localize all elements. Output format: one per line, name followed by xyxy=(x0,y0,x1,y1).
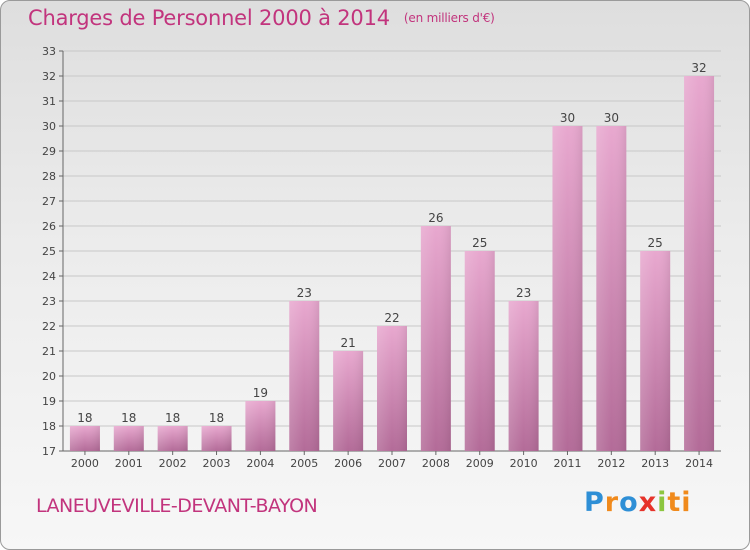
data-label: 32 xyxy=(691,61,706,75)
bar-shine xyxy=(289,301,320,451)
bar-shine xyxy=(596,126,627,451)
y-tick-label: 29 xyxy=(42,145,56,158)
x-tick-label: 2005 xyxy=(290,457,318,470)
commune-name: LANEUVEVILLE-DEVANT-BAYON xyxy=(36,495,318,517)
x-tick-label: 2002 xyxy=(159,457,187,470)
bar-shine xyxy=(464,251,495,451)
x-tick-label: 2009 xyxy=(466,457,494,470)
y-tick-label: 17 xyxy=(42,445,56,458)
data-label: 30 xyxy=(604,111,619,125)
data-label: 18 xyxy=(121,411,136,425)
y-tick-label: 24 xyxy=(42,270,56,283)
x-tick-label: 2013 xyxy=(641,457,669,470)
chart-title: Charges de Personnel 2000 à 2014 xyxy=(28,6,390,30)
bar-shine xyxy=(157,426,188,451)
y-tick-label: 30 xyxy=(42,120,56,133)
data-label: 25 xyxy=(472,236,487,250)
bar-shine xyxy=(201,426,232,451)
data-label: 19 xyxy=(253,386,268,400)
x-tick-label: 2001 xyxy=(115,457,143,470)
y-tick-label: 28 xyxy=(42,170,56,183)
bar-shine xyxy=(333,351,364,451)
y-tick-label: 23 xyxy=(42,295,56,308)
chart-subtitle: (en milliers d'€) xyxy=(403,11,495,25)
x-tick-label: 2000 xyxy=(71,457,99,470)
y-tick-label: 19 xyxy=(42,395,56,408)
bars xyxy=(69,76,715,451)
data-label: 23 xyxy=(297,286,312,300)
x-tick-label: 2003 xyxy=(203,457,231,470)
data-label: 18 xyxy=(165,411,180,425)
y-tick-label: 20 xyxy=(42,370,56,383)
data-label: 18 xyxy=(209,411,224,425)
x-tick-label: 2012 xyxy=(597,457,625,470)
x-tick-label: 2006 xyxy=(334,457,362,470)
x-tick-label: 2010 xyxy=(510,457,538,470)
data-label: 23 xyxy=(516,286,531,300)
data-label: 18 xyxy=(77,411,92,425)
x-tick-label: 2008 xyxy=(422,457,450,470)
y-tick-label: 21 xyxy=(42,345,56,358)
bar-shine xyxy=(552,126,583,451)
data-label: 22 xyxy=(384,311,399,325)
bar-shine xyxy=(69,426,100,451)
bar-shine xyxy=(245,401,276,451)
bar-shine xyxy=(113,426,144,451)
bar-shine xyxy=(684,76,715,451)
y-tick-label: 26 xyxy=(42,220,56,233)
x-tick-label: 2007 xyxy=(378,457,406,470)
bar-shine xyxy=(508,301,539,451)
chart-title-block: Charges de Personnel 2000 à 2014 (en mill… xyxy=(28,6,495,30)
y-tick-label: 22 xyxy=(42,320,56,333)
data-label: 21 xyxy=(340,336,355,350)
y-tick-label: 18 xyxy=(42,420,56,433)
y-tick-label: 27 xyxy=(42,195,56,208)
labels: 17 18 19 20 21 22 23 24 25 26 27 28 29 30 31 32 33 2000 18… xyxy=(42,45,713,470)
data-label: 25 xyxy=(648,236,663,250)
bar-shine xyxy=(640,251,671,451)
x-tick-label: 2004 xyxy=(246,457,274,470)
x-tick-label: 2014 xyxy=(685,457,713,470)
bar-shine xyxy=(420,226,451,451)
data-label: 26 xyxy=(428,211,443,225)
y-tick-label: 32 xyxy=(42,70,56,83)
y-tick-label: 25 xyxy=(42,245,56,258)
proxiti-logo: Proxiti xyxy=(584,487,692,518)
x-tick-label: 2011 xyxy=(553,457,581,470)
y-tick-label: 33 xyxy=(42,45,56,58)
bar-shine xyxy=(377,326,407,451)
data-label: 30 xyxy=(560,111,575,125)
y-tick-label: 31 xyxy=(42,95,56,108)
